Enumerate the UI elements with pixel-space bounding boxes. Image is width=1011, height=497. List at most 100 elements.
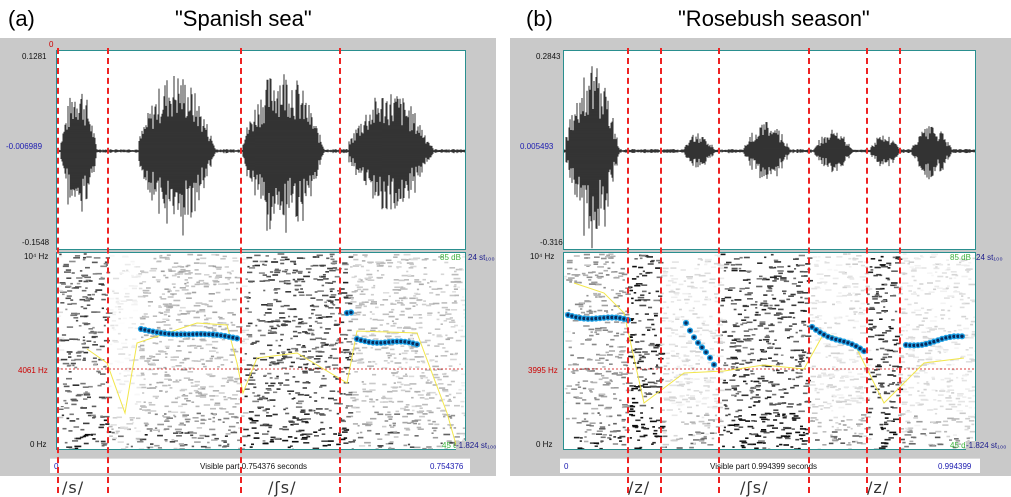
spectrogram-cell bbox=[722, 321, 727, 323]
spectrogram-cell bbox=[645, 378, 647, 380]
spectrogram-b[interactable] bbox=[563, 252, 976, 450]
spectrogram-cell bbox=[601, 300, 606, 302]
spectrogram-cell bbox=[744, 335, 751, 337]
spectrogram-a[interactable] bbox=[56, 252, 466, 450]
spectrogram-cell bbox=[927, 309, 932, 311]
spectrogram-cell bbox=[72, 287, 74, 289]
spectrogram-cell bbox=[613, 393, 616, 395]
spectrogram-cell bbox=[437, 319, 440, 321]
spectrogram-cell bbox=[283, 426, 288, 428]
spectrogram-cell bbox=[190, 435, 193, 437]
spectrogram-cell bbox=[839, 423, 842, 425]
spectrogram-cell bbox=[758, 440, 765, 442]
spectrogram-cell bbox=[782, 290, 787, 292]
spectrogram-cell bbox=[168, 339, 174, 341]
spectrogram-cell bbox=[463, 309, 466, 311]
spectrogram-cell bbox=[935, 280, 940, 282]
spectrogram-cell bbox=[201, 449, 208, 450]
spectrogram-cell bbox=[835, 429, 842, 431]
spectrogram-cell bbox=[606, 352, 609, 354]
spectrogram-cell bbox=[230, 398, 237, 400]
spectrogram-cell bbox=[936, 421, 941, 423]
spectrogram-cell bbox=[410, 335, 413, 337]
spectrogram-cell bbox=[162, 293, 165, 295]
db-top-b: 85 dB bbox=[950, 253, 971, 262]
spectrogram-cell bbox=[328, 444, 332, 446]
spectrogram-cell bbox=[193, 417, 199, 419]
spectrogram-cell bbox=[121, 300, 128, 302]
spectrogram-cell bbox=[269, 449, 275, 450]
spectrogram-cell bbox=[856, 402, 861, 404]
spectrogram-cell bbox=[62, 334, 66, 336]
spectrogram-cell bbox=[374, 412, 379, 414]
spectrogram-cell bbox=[216, 254, 220, 256]
spectrogram-cell bbox=[148, 305, 151, 307]
spectrogram-cell bbox=[429, 286, 431, 288]
waveform-b[interactable] bbox=[563, 50, 976, 250]
spectrogram-cell bbox=[773, 419, 777, 421]
spectrogram-cell bbox=[390, 426, 394, 428]
spectrogram-cell bbox=[943, 351, 948, 353]
spectrogram-cell bbox=[642, 334, 646, 336]
spectrogram-cell bbox=[788, 271, 793, 273]
spectrogram-cell bbox=[666, 369, 670, 371]
spectrogram-cell bbox=[165, 346, 170, 348]
spectrogram-cell bbox=[666, 285, 671, 287]
spectrogram-cell bbox=[454, 325, 458, 327]
spectrogram-cell bbox=[744, 257, 750, 259]
spectrogram-cell bbox=[114, 292, 119, 294]
spectrogram-cell bbox=[204, 286, 209, 288]
spectrogram-cell bbox=[705, 390, 710, 392]
spectrogram-cell bbox=[783, 417, 787, 419]
spectrogram-cell bbox=[963, 374, 967, 376]
spectrogram-cell bbox=[453, 397, 456, 399]
spectrogram-cell bbox=[868, 272, 873, 274]
spectrogram-cell bbox=[758, 314, 760, 316]
spectrogram-cell bbox=[393, 423, 397, 425]
visible-part-bar-b[interactable]: 0 Visible part 0.994399 seconds 0.994399 bbox=[560, 458, 980, 473]
spectrogram-cell bbox=[861, 265, 865, 267]
spectrogram-cell bbox=[372, 361, 375, 363]
spectrogram-cell bbox=[84, 281, 89, 283]
spectrogram-cell bbox=[679, 284, 684, 286]
spectrogram-cell bbox=[847, 427, 850, 429]
spectrogram-cell bbox=[932, 378, 935, 380]
visible-part-bar-a[interactable]: 0 Visible part 0.754376 seconds 0.754376 bbox=[50, 458, 470, 473]
spectrogram-cell bbox=[236, 422, 239, 424]
spectrogram-cell bbox=[931, 254, 938, 256]
spectrogram-cell bbox=[702, 323, 705, 325]
spectrogram-cell bbox=[323, 274, 326, 276]
spectrogram-cell bbox=[88, 294, 92, 296]
spectrogram-cell bbox=[103, 317, 107, 319]
spectrogram-cell bbox=[818, 422, 822, 424]
spectrogram-cell bbox=[393, 375, 395, 377]
spectrogram-cell bbox=[296, 358, 300, 360]
spectrogram-cell bbox=[249, 419, 253, 421]
spectrogram-cell bbox=[207, 306, 212, 308]
spectrogram-cell bbox=[903, 253, 907, 255]
spectrogram-cell bbox=[342, 264, 349, 266]
spectrogram-cell bbox=[775, 415, 780, 417]
spectrogram-cell bbox=[101, 441, 106, 443]
spectrogram-cell bbox=[322, 433, 326, 435]
spectrogram-cell bbox=[947, 436, 951, 438]
spectrogram-cell bbox=[761, 419, 768, 421]
spectrogram-cell bbox=[619, 372, 623, 374]
spectrogram-cell bbox=[92, 406, 97, 408]
spectrogram-cell bbox=[369, 399, 373, 401]
spectrogram-cell bbox=[604, 310, 608, 312]
spectrogram-cell bbox=[321, 378, 327, 380]
spectrogram-cell bbox=[271, 261, 278, 263]
spectrogram-cell bbox=[815, 419, 818, 421]
spectrogram-cell bbox=[570, 355, 574, 357]
spectrogram-cell bbox=[354, 276, 357, 278]
spectrogram-cell bbox=[443, 391, 449, 393]
spectrogram-cell bbox=[698, 258, 702, 260]
spectrogram-cell bbox=[444, 320, 448, 322]
waveform-a[interactable] bbox=[56, 50, 466, 250]
spectrogram-cell bbox=[739, 426, 744, 428]
spectrogram-cell bbox=[832, 431, 838, 433]
spectrogram-cell bbox=[241, 449, 247, 450]
spectrogram-cell bbox=[185, 285, 189, 287]
spectrogram-cell bbox=[599, 254, 605, 256]
